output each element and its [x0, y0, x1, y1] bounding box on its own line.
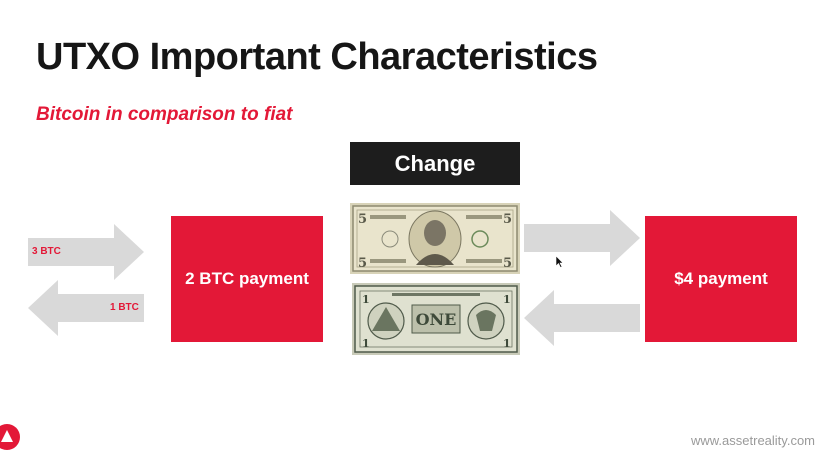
arrow-left-out-icon	[28, 280, 144, 336]
one-dollar-bill-icon: 1 1 1 1 ONE	[352, 283, 520, 355]
svg-text:5: 5	[358, 212, 367, 227]
arrow-right-in-icon	[28, 224, 144, 280]
mouse-cursor-icon	[556, 256, 564, 268]
five-dollar-bill-icon: 5 5 5 5	[350, 203, 520, 274]
usd-payment-box: $4 payment	[645, 216, 797, 342]
svg-text:5: 5	[358, 256, 367, 271]
arrow-in-label: 3 BTC	[32, 246, 61, 257]
change-header: Change	[350, 142, 520, 185]
svg-text:1: 1	[503, 293, 511, 306]
svg-text:1: 1	[503, 337, 511, 350]
svg-text:ONE: ONE	[416, 310, 457, 329]
usd-payment-label: $4 payment	[674, 269, 768, 288]
asset-reality-logo-icon	[0, 424, 20, 450]
svg-text:1: 1	[362, 293, 370, 306]
footer-url: www.assetreality.com	[690, 433, 815, 448]
change-label: Change	[394, 150, 476, 176]
svg-text:5: 5	[503, 212, 512, 227]
svg-text:5: 5	[503, 256, 512, 271]
btc-payment-label: 2 BTC payment	[185, 269, 309, 288]
slide-subtitle: Bitcoin in comparison to fiat	[36, 104, 293, 125]
arrow-out-label: 1 BTC	[110, 302, 139, 313]
slide-title: UTXO Important Characteristics	[36, 36, 598, 78]
arrow-left-change-icon	[524, 290, 640, 346]
svg-text:1: 1	[362, 337, 370, 350]
btc-payment-box: 2 BTC payment	[171, 216, 323, 342]
arrow-right-to-payment-icon	[524, 210, 640, 266]
